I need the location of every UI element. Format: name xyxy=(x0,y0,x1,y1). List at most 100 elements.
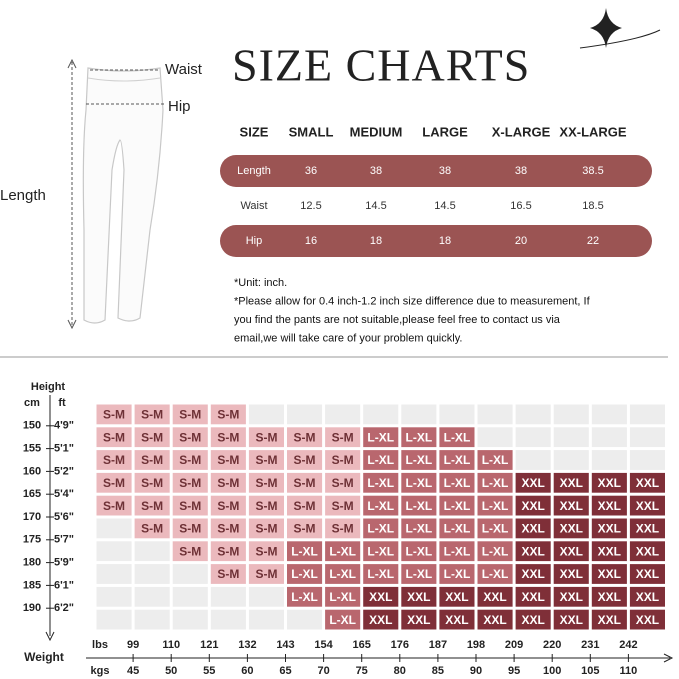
grid-cell-label: S-M xyxy=(141,408,163,422)
grid-cell xyxy=(552,449,590,471)
grid-cell-label: S-M xyxy=(217,476,239,490)
grid-cell xyxy=(286,517,324,540)
grid-cell-label: L-XL xyxy=(444,567,471,581)
cm-label: 155 xyxy=(23,443,41,455)
grid-cell xyxy=(95,494,133,517)
grid-cell xyxy=(590,540,628,563)
grid-cell-label: S-M xyxy=(217,499,239,513)
grid-cell-label: S-M xyxy=(294,499,316,513)
table-cell: 12.5 xyxy=(300,200,321,212)
grid-cell xyxy=(324,585,362,608)
kgs-value: 60 xyxy=(241,665,253,677)
lbs-value: 176 xyxy=(391,639,409,651)
grid-cell-label: L-XL xyxy=(482,522,509,536)
lbs-value: 110 xyxy=(162,639,180,651)
grid-cell xyxy=(628,608,667,631)
table-cell: Length xyxy=(237,165,271,177)
kgs-value: 80 xyxy=(394,665,406,677)
grid-cell xyxy=(590,494,628,517)
grid-cell xyxy=(362,403,400,426)
grid-cell xyxy=(552,494,590,517)
kgs-label: kgs xyxy=(91,665,110,677)
grid-cell xyxy=(552,540,590,563)
grid-cell xyxy=(209,426,247,449)
waist-label: Waist xyxy=(165,61,203,78)
grid-cell-label: S-M xyxy=(332,430,354,444)
grid-cell xyxy=(95,563,133,585)
table-cell: 18 xyxy=(439,235,451,247)
grid-cell xyxy=(514,449,552,471)
grid-cell-label: XXL xyxy=(636,476,659,490)
grid-cell xyxy=(400,426,438,449)
grid-cell-label: XXL xyxy=(598,567,621,581)
grid-cell-label: XXL xyxy=(560,499,583,513)
grid-cell-label: XXL xyxy=(521,499,544,513)
ft-label: 5'1" xyxy=(54,443,74,455)
cm-label: 170 xyxy=(23,511,41,523)
lbs-value: 99 xyxy=(127,639,139,651)
grid-cell-label: S-M xyxy=(255,453,277,467)
grid-cell-label: S-M xyxy=(255,522,277,536)
grid-cell-label: XXL xyxy=(521,544,544,558)
table-cell: 16.5 xyxy=(510,200,531,212)
grid-cell xyxy=(590,608,628,631)
grid-cell-label: S-M xyxy=(141,453,163,467)
grid-cell xyxy=(438,449,476,471)
lbs-value: 209 xyxy=(505,639,523,651)
table-cell: 18.5 xyxy=(582,200,603,212)
grid-cell-label: S-M xyxy=(217,453,239,467)
grid-cell-label: XXL xyxy=(560,613,583,627)
swoosh xyxy=(579,29,661,49)
row-band xyxy=(220,155,652,187)
grid-cell xyxy=(286,449,324,471)
grid-cell-label: XXL xyxy=(598,522,621,536)
note-line: you find the pants are not suitable,plea… xyxy=(234,314,561,326)
hip-label: Hip xyxy=(168,98,191,115)
ft-label: 6'1" xyxy=(54,579,74,591)
grid-cell xyxy=(438,471,476,494)
grid-cell-label: S-M xyxy=(332,522,354,536)
grid-cell xyxy=(514,426,552,449)
lbs-value: 220 xyxy=(543,639,561,651)
grid-cell xyxy=(324,563,362,585)
grid-cell xyxy=(400,494,438,517)
grid-cell-label: L-XL xyxy=(444,476,471,490)
grid-cell xyxy=(95,540,133,563)
table-header: SIZE xyxy=(240,124,269,139)
grid-cell xyxy=(286,585,324,608)
grid-cell-label: XXL xyxy=(636,522,659,536)
grid-cell-label: XXL xyxy=(636,567,659,581)
grid-cell-label: XXL xyxy=(407,613,430,627)
grid-cell-label: L-XL xyxy=(329,613,356,627)
grid-cell-label: XXL xyxy=(598,476,621,490)
table-cell: Hip xyxy=(246,235,263,247)
grid-cell xyxy=(247,585,285,608)
table-cell: 16 xyxy=(305,235,317,247)
grid-cell xyxy=(628,471,667,494)
grid-cell xyxy=(400,540,438,563)
grid-cell xyxy=(247,494,285,517)
grid-cell xyxy=(133,563,171,585)
table-cell: 18 xyxy=(370,235,382,247)
grid-cell-label: XXL xyxy=(598,499,621,513)
grid-cell-label: L-XL xyxy=(482,567,509,581)
length-label: Length xyxy=(0,187,46,204)
table-cell: 38 xyxy=(515,165,527,177)
grid-cell xyxy=(247,471,285,494)
grid-cell xyxy=(628,517,667,540)
note-line: email,we will take care of your problem … xyxy=(234,332,462,344)
grid-cell xyxy=(438,494,476,517)
grid-cell xyxy=(628,494,667,517)
grid-cell xyxy=(171,563,209,585)
grid-cell xyxy=(209,471,247,494)
grid-cell-label: XXL xyxy=(560,476,583,490)
grid-cell xyxy=(95,608,133,631)
ft-label: 4'9" xyxy=(54,420,74,432)
grid-cell-label: XXL xyxy=(521,567,544,581)
grid-cell xyxy=(171,449,209,471)
grid-cell xyxy=(514,585,552,608)
grid-cell xyxy=(133,608,171,631)
kgs-value: 85 xyxy=(432,665,444,677)
grid-cell xyxy=(209,540,247,563)
